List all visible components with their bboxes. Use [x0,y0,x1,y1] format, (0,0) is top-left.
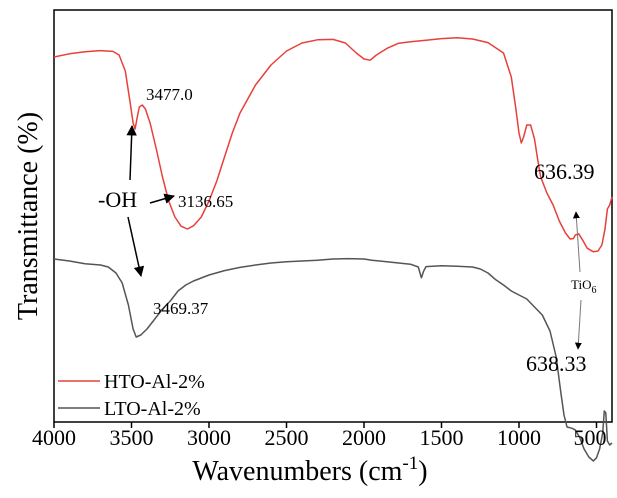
x-axis-title: Wavenumbers (cm-1) [192,453,427,487]
annotation-oh: -OH [98,187,137,212]
x-tick-label-1500: 1500 [420,425,464,450]
arrow-oh-to-3469 [127,216,145,278]
legend-label-hto: HTO-Al-2% [104,371,205,393]
x-tick-label-500: 500 [574,425,607,450]
x-tick-label-2000: 2000 [342,425,386,450]
annotation-3136: 3136.65 [178,192,233,211]
x-tick-label-2500: 2500 [265,425,309,450]
legend-label-lto: LTO-Al-2% [104,398,201,420]
annotation-636: 636.39 [534,159,595,184]
y-axis-title: Transmittance (%) [13,112,44,320]
annotation-3469: 3469.37 [153,299,209,318]
arrow-oh-to-3477 [126,124,137,181]
arrow-tio6-to-638 [574,299,582,350]
arrow-oh-to-3136 [149,193,176,204]
plot-area-frame [53,9,613,423]
arrow-tio6-to-636 [572,211,581,273]
annotation-tio6: TiO6 [571,277,596,296]
series-layer [53,37,613,462]
series-line-lto-al-2- [53,257,613,462]
x-tick-label-4000: 4000 [32,425,76,450]
annotation-3477: 3477.0 [146,85,193,104]
annotation-638: 638.33 [526,351,587,376]
series-line-hto-al-2- [53,37,613,253]
x-tick-label-3500: 3500 [110,425,154,450]
x-axis-ticks: 4000 3500 3000 2500 2000 1500 1000 500 [32,422,607,450]
x-tick-label-3000: 3000 [187,425,231,450]
x-tick-label-1000: 1000 [497,425,541,450]
legend: HTO-Al-2% LTO-Al-2% [58,371,205,420]
